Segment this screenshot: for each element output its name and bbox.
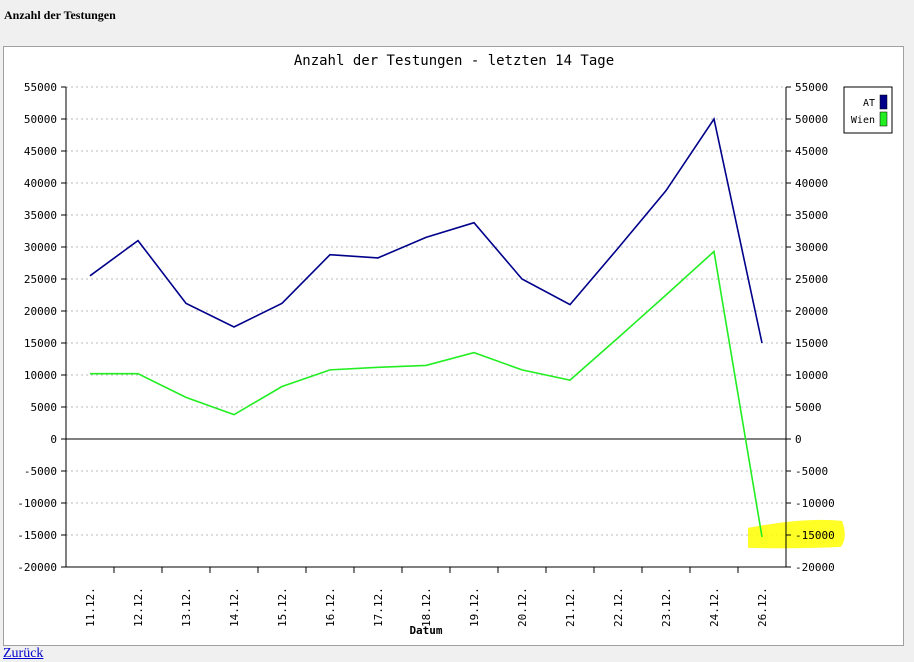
- x-axis-label: Datum: [409, 624, 442, 637]
- y-tick-label-right: 30000: [795, 241, 828, 254]
- y-tick-label-right: -10000: [795, 497, 835, 510]
- y-tick-label-left: 25000: [24, 273, 57, 286]
- y-tick-label-left: -10000: [17, 497, 57, 510]
- x-tick-label: 16.12.: [324, 587, 337, 627]
- labels-layer: Anzahl der Testungen - letzten 14 Tage 55…: [17, 53, 835, 637]
- legend-label: Wien: [851, 115, 875, 126]
- legend-swatch-at: [879, 94, 888, 110]
- y-tick-label-left: 10000: [24, 369, 57, 382]
- x-tick-label: 20.12.: [516, 587, 529, 627]
- y-tick-label-right: 50000: [795, 113, 828, 126]
- highlight-layer: [748, 519, 845, 549]
- y-tick-label-left: 40000: [24, 177, 57, 190]
- y-tick-label-right: 40000: [795, 177, 828, 190]
- y-tick-label-left: 45000: [24, 145, 57, 158]
- x-tick-label: 22.12.: [612, 587, 625, 627]
- y-tick-label-left: -5000: [24, 465, 57, 478]
- y-tick-label-left: -20000: [17, 561, 57, 574]
- y-tick-label-right: 10000: [795, 369, 828, 382]
- series-layer: [89, 116, 763, 538]
- y-tick-label-right: -15000: [795, 529, 835, 542]
- back-link[interactable]: Zurück: [3, 646, 44, 661]
- y-tick-label-left: 15000: [24, 337, 57, 350]
- series-line-wien: [90, 249, 763, 538]
- x-tick-label: 12.12.: [132, 587, 145, 627]
- y-tick-label-right: 35000: [795, 209, 828, 222]
- y-tick-label-right: 20000: [795, 305, 828, 318]
- y-tick-label-right: 45000: [795, 145, 828, 158]
- chart-title: Anzahl der Testungen - letzten 14 Tage: [294, 53, 614, 69]
- x-tick-label: 18.12.: [420, 587, 433, 627]
- x-tick-label: 14.12.: [228, 587, 241, 627]
- x-tick-label: 23.12.: [660, 587, 673, 627]
- y-tick-label-right: -20000: [795, 561, 835, 574]
- y-tick-label-left: 35000: [24, 209, 57, 222]
- series-line-at: [89, 116, 763, 344]
- y-tick-label-left: 5000: [31, 401, 58, 414]
- page-heading: Anzahl der Testungen: [4, 8, 116, 22]
- line-chart: Anzahl der Testungen - letzten 14 Tage 55…: [17, 53, 893, 637]
- x-tick-label: 24.12.: [708, 587, 721, 627]
- legend-label: AT: [863, 98, 875, 109]
- y-tick-label-left: 30000: [24, 241, 57, 254]
- x-tick-label: 13.12.: [180, 587, 193, 627]
- x-tick-label: 15.12.: [276, 587, 289, 627]
- x-tick-label: 17.12.: [372, 587, 385, 627]
- y-tick-label-right: 55000: [795, 81, 828, 94]
- x-tick-label: 19.12.: [468, 587, 481, 627]
- y-tick-label-right: -5000: [795, 465, 828, 478]
- y-tick-label-right: 25000: [795, 273, 828, 286]
- axes-layer: [61, 86, 791, 573]
- y-tick-label-right: 5000: [795, 401, 822, 414]
- y-tick-label-right: 0: [795, 433, 802, 446]
- y-tick-label-left: -15000: [17, 529, 57, 542]
- y-tick-label-left: 50000: [24, 113, 57, 126]
- y-tick-label-right: 15000: [795, 337, 828, 350]
- y-tick-label-left: 55000: [24, 81, 57, 94]
- x-tick-label: 11.12.: [84, 587, 97, 627]
- grid-layer: [66, 86, 786, 536]
- legend-swatch-wien: [879, 111, 888, 127]
- chart-frame: Anzahl der Testungen - letzten 14 Tage 55…: [3, 46, 904, 646]
- highlight-marker: [748, 519, 845, 549]
- legend: AT Wien: [843, 86, 893, 134]
- y-tick-label-left: 20000: [24, 305, 57, 318]
- x-tick-label: 21.12.: [564, 587, 577, 627]
- y-tick-label-left: 0: [50, 433, 57, 446]
- x-tick-label: 26.12.: [756, 587, 769, 627]
